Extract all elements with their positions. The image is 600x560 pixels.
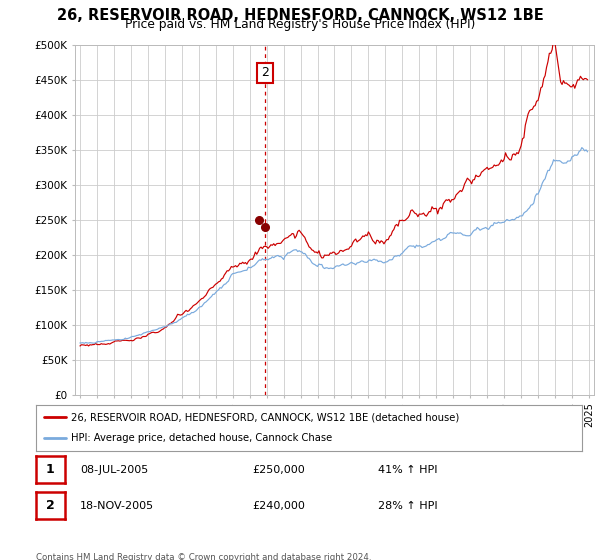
- Text: Contains HM Land Registry data © Crown copyright and database right 2024.
This d: Contains HM Land Registry data © Crown c…: [36, 553, 371, 560]
- Text: 28% ↑ HPI: 28% ↑ HPI: [378, 501, 437, 511]
- Text: HPI: Average price, detached house, Cannock Chase: HPI: Average price, detached house, Cann…: [71, 433, 333, 444]
- Text: 41% ↑ HPI: 41% ↑ HPI: [378, 465, 437, 475]
- Text: Price paid vs. HM Land Registry's House Price Index (HPI): Price paid vs. HM Land Registry's House …: [125, 18, 475, 31]
- Text: 2: 2: [261, 66, 269, 80]
- Text: 08-JUL-2005: 08-JUL-2005: [80, 465, 148, 475]
- Text: £250,000: £250,000: [252, 465, 305, 475]
- Text: 18-NOV-2005: 18-NOV-2005: [80, 501, 154, 511]
- Text: 1: 1: [46, 463, 55, 477]
- Text: £240,000: £240,000: [252, 501, 305, 511]
- Text: 26, RESERVOIR ROAD, HEDNESFORD, CANNOCK, WS12 1BE: 26, RESERVOIR ROAD, HEDNESFORD, CANNOCK,…: [56, 8, 544, 24]
- Text: 26, RESERVOIR ROAD, HEDNESFORD, CANNOCK, WS12 1BE (detached house): 26, RESERVOIR ROAD, HEDNESFORD, CANNOCK,…: [71, 412, 460, 422]
- Text: 2: 2: [46, 499, 55, 512]
